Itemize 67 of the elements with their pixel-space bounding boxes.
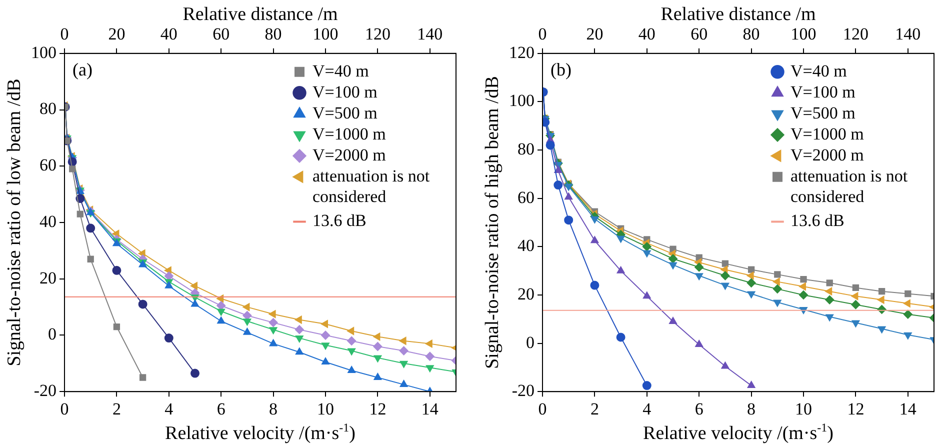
legend-label: 13.6 dB xyxy=(790,211,844,230)
annotation: (b) xyxy=(550,59,572,80)
legend-label: V=500 m xyxy=(790,103,856,122)
legend-label: V=1000 m xyxy=(790,124,864,144)
y-tick-label: 60 xyxy=(518,188,534,207)
x2-tick-label: 20 xyxy=(586,24,604,44)
x2-tick-label: 100 xyxy=(790,24,816,44)
x-tick-label: 6 xyxy=(694,399,704,418)
y-tick-label: 40 xyxy=(40,212,56,231)
x2-tick-label: 60 xyxy=(212,24,230,44)
y-tick-label: 20 xyxy=(40,268,56,288)
annotation: (a) xyxy=(72,59,92,80)
legend-label: attenuation is not considered xyxy=(312,166,430,206)
y-axis-title: Signal-to-noise ratio of low beam /dB xyxy=(4,78,25,366)
x2-tick-label: 140 xyxy=(895,24,921,44)
x2-tick-label: 80 xyxy=(264,24,282,44)
y-axis-title: Signal-to-noise ratio of high beam /dB xyxy=(482,76,503,369)
x-tick-label: 4 xyxy=(164,399,174,418)
legend-label: V=2000 m xyxy=(790,145,864,164)
x2-tick-label: 120 xyxy=(364,24,390,44)
y-tick-label: 80 xyxy=(40,99,56,118)
x2-tick-label: 20 xyxy=(108,24,126,44)
y-tick-label: 20 xyxy=(518,284,534,304)
x2-axis-title: Relative distance /m xyxy=(182,4,338,25)
legend-label: attenuation is not considered xyxy=(790,166,908,206)
y-tick-label: 120 xyxy=(509,42,534,62)
x-tick-label: 8 xyxy=(269,399,278,418)
x-tick-label: 0 xyxy=(60,399,69,418)
x2-tick-label: 0 xyxy=(60,24,69,44)
legend-label: V=500 m xyxy=(312,103,378,122)
legend-label: V=40 m xyxy=(312,61,369,80)
x2-axis-title: Relative distance /m xyxy=(660,4,816,25)
x-tick-label: 10 xyxy=(317,399,334,418)
legend-label: 13.6 dB xyxy=(312,211,366,230)
x2-tick-label: 0 xyxy=(538,24,547,44)
x2-tick-label: 60 xyxy=(690,24,708,44)
x-tick-label: 6 xyxy=(216,399,226,418)
x2-tick-label: 100 xyxy=(312,24,338,44)
x-tick-label: 4 xyxy=(642,399,652,418)
x2-tick-label: 140 xyxy=(417,24,443,44)
x2-tick-label: 80 xyxy=(742,24,760,44)
x-tick-label: 12 xyxy=(847,399,864,418)
legend-label: V=1000 m xyxy=(312,124,386,144)
y-tick-label: 80 xyxy=(518,139,534,158)
legend-label: V=2000 m xyxy=(312,145,386,164)
y-tick-label: 100 xyxy=(509,91,534,110)
x2-tick-label: 40 xyxy=(160,24,178,44)
legend-label: V=100 m xyxy=(312,82,378,102)
legend-label: V=40 m xyxy=(790,61,847,80)
legend-label: V=100 m xyxy=(790,82,856,102)
y-tick-label: 60 xyxy=(40,156,56,175)
x2-tick-label: 120 xyxy=(842,24,868,44)
x-tick-label: 0 xyxy=(538,399,547,418)
x2-tick-label: 40 xyxy=(638,24,656,44)
x-tick-label: 10 xyxy=(795,399,812,418)
x-tick-label: 14 xyxy=(421,399,439,418)
y-tick-label: -20 xyxy=(34,381,56,400)
y-tick-label: 0 xyxy=(526,332,534,352)
x-tick-label: 2 xyxy=(590,399,599,418)
y-tick-label: -20 xyxy=(512,381,534,400)
x-tick-label: 14 xyxy=(899,399,917,418)
x-tick-label: 12 xyxy=(369,399,386,418)
y-tick-label: 100 xyxy=(31,42,56,62)
y-tick-label: 40 xyxy=(518,236,534,256)
y-tick-label: 0 xyxy=(48,324,56,344)
x-tick-label: 2 xyxy=(112,399,121,418)
x-tick-label: 8 xyxy=(747,399,756,418)
